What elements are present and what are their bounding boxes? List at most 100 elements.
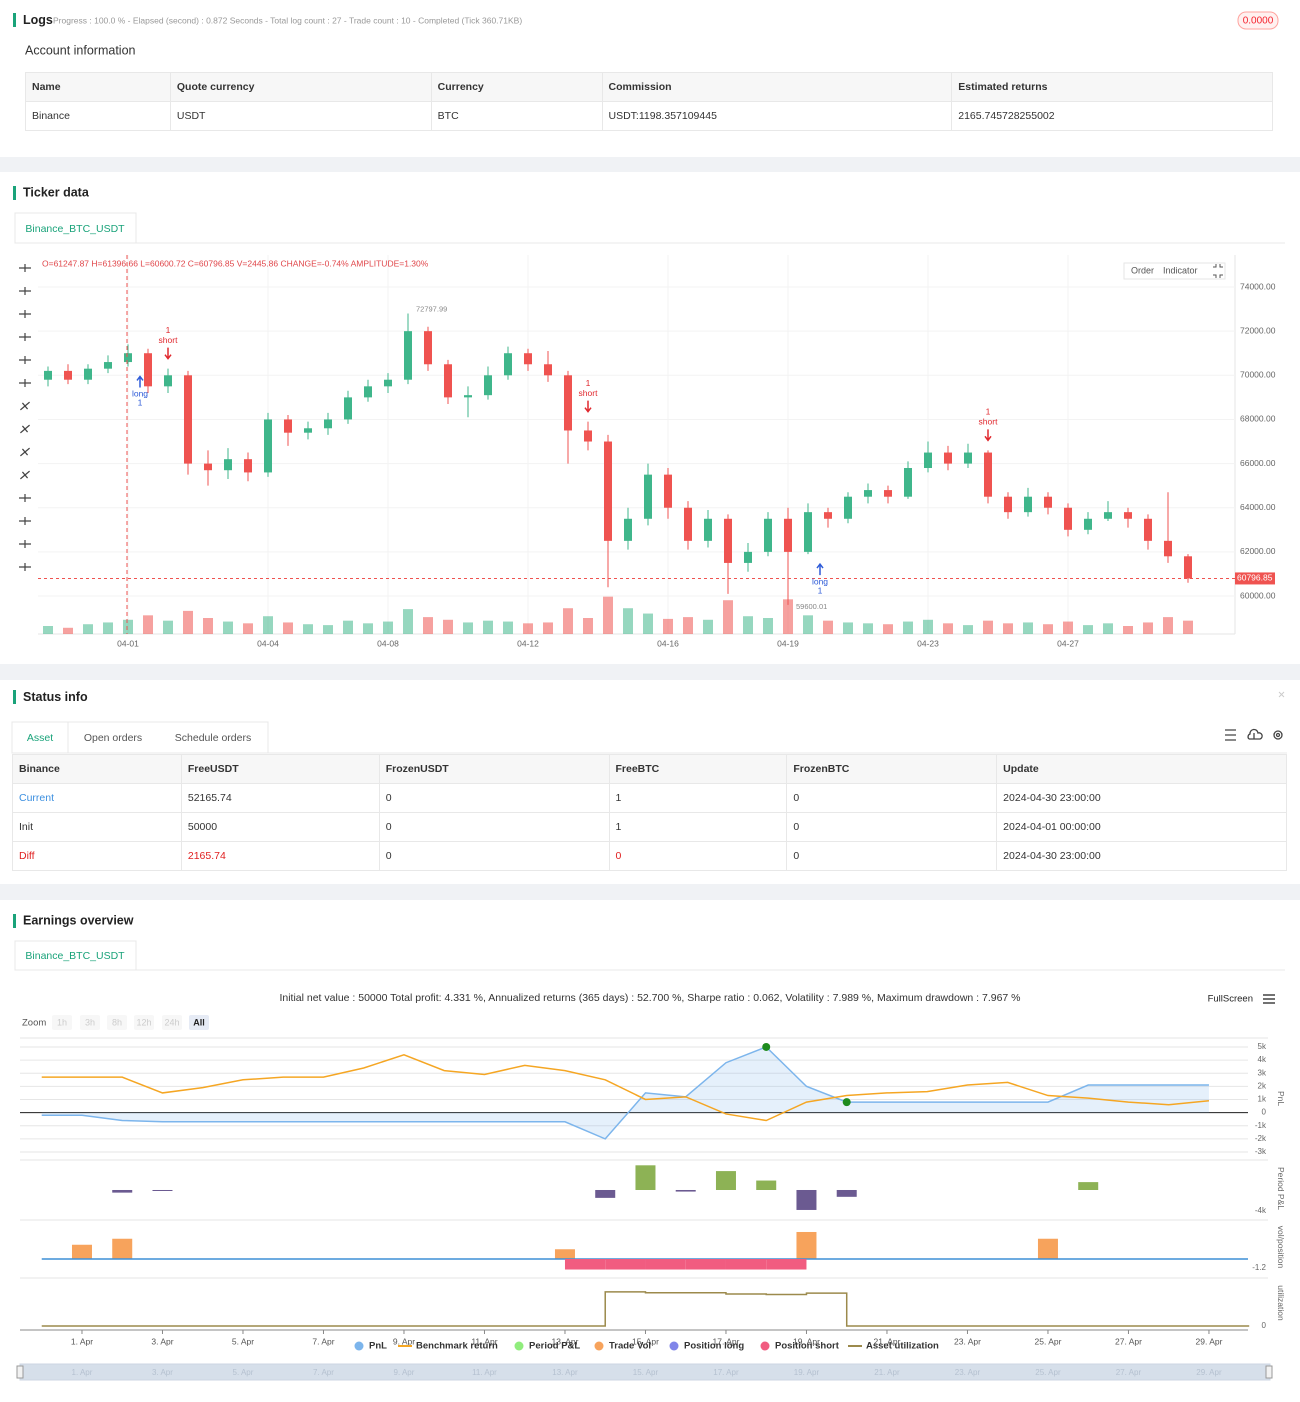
volume-bar — [1003, 623, 1013, 634]
candle-body — [684, 507, 692, 541]
candle-body — [344, 397, 352, 420]
drawing-tool[interactable] — [18, 399, 32, 413]
volume-bar — [343, 620, 353, 634]
legend-label[interactable]: PnL — [369, 1341, 387, 1352]
drawing-tool[interactable] — [19, 517, 31, 525]
signal-count: 1 — [818, 585, 823, 595]
candle-body — [564, 375, 572, 431]
y-tick-label: 64000.00 — [1240, 502, 1276, 512]
bar — [715, 1171, 736, 1190]
drawing-tool[interactable] — [18, 445, 32, 459]
zoom-button[interactable] — [189, 1015, 209, 1030]
volume-bar — [983, 620, 993, 634]
drawing-tool[interactable] — [19, 264, 31, 272]
tab[interactable] — [11, 721, 69, 754]
legend-label[interactable]: Position short — [775, 1341, 840, 1352]
candle-body — [64, 370, 72, 380]
fullscreen-button[interactable]: FullScreen — [1208, 994, 1253, 1005]
tab-label[interactable]: Schedule orders — [175, 732, 251, 744]
zoom-button-label[interactable]: 8h — [112, 1017, 122, 1027]
x-tick-label: 17. Apr — [713, 1336, 740, 1346]
candle-body — [864, 490, 872, 497]
legend-symbol[interactable] — [514, 1341, 524, 1351]
legend-label[interactable]: Trade Vol — [609, 1341, 651, 1352]
zoom-button-label[interactable]: 1h — [57, 1017, 67, 1027]
toolbar-icons[interactable] — [1225, 728, 1283, 741]
column-header: Commission — [601, 72, 953, 102]
volume-bar — [523, 623, 533, 634]
x-tick-label: 13. Apr — [552, 1336, 579, 1346]
table-cell: 2024-04-30 23:00:00 — [996, 841, 1287, 871]
menu-icon[interactable] — [1263, 994, 1275, 1004]
volume-bar — [603, 596, 613, 634]
volume-bar — [183, 610, 193, 634]
navigator-handle[interactable] — [1265, 1365, 1273, 1379]
tab-label[interactable]: Open orders — [84, 732, 142, 744]
y-tick-label: -4k — [1255, 1206, 1267, 1215]
fullscreen-icon[interactable] — [1213, 264, 1223, 278]
volume-bar — [423, 617, 433, 634]
zoom-button-label[interactable]: 3h — [85, 1017, 95, 1027]
table-cell: 52165.74 — [180, 783, 380, 813]
bar — [756, 1180, 777, 1190]
drawing-tool[interactable] — [19, 379, 31, 387]
legend-label[interactable]: Asset utilization — [866, 1341, 939, 1352]
navigator-label: 17. Apr — [713, 1368, 739, 1377]
zoom-button[interactable] — [107, 1015, 127, 1030]
section-marker — [13, 690, 16, 704]
table-cell: 2165.745728255002 — [951, 101, 1273, 131]
drawing-tool[interactable] — [19, 356, 31, 364]
candle-body — [224, 459, 232, 471]
legend-symbol[interactable] — [594, 1341, 604, 1351]
drawing-tool[interactable] — [19, 494, 31, 502]
x-tick-label: 04-08 — [377, 638, 399, 648]
candle-body — [124, 353, 132, 363]
candle-body — [984, 452, 992, 497]
signal-count: 1 — [586, 378, 591, 388]
volume-bar — [563, 608, 573, 634]
legend-symbol[interactable] — [354, 1341, 364, 1351]
volume-bar — [1043, 624, 1053, 634]
tab-label[interactable]: Asset — [27, 732, 53, 744]
chart-button[interactable]: Indicator — [1163, 265, 1198, 275]
zoom-button[interactable] — [162, 1015, 182, 1030]
zoom-button-label[interactable]: 24h — [164, 1017, 179, 1027]
legend-symbol[interactable] — [760, 1341, 770, 1351]
signal-count: 1 — [166, 325, 171, 335]
bar — [796, 1231, 817, 1260]
drawing-tool[interactable] — [19, 310, 31, 318]
drawing-tool[interactable] — [19, 563, 31, 571]
subsection-title: Account information — [25, 43, 136, 57]
candle-body — [944, 452, 952, 464]
tab-label[interactable]: Binance_BTC_USDT — [25, 223, 125, 235]
volume-bar — [143, 615, 153, 634]
drawing-tool[interactable] — [19, 287, 31, 295]
legend-label[interactable]: Benchmark return — [416, 1341, 498, 1352]
zoom-button[interactable] — [80, 1015, 100, 1030]
navigator-label: 23. Apr — [955, 1368, 981, 1377]
drawing-tool[interactable] — [18, 422, 32, 436]
navigator-handle[interactable] — [16, 1365, 24, 1379]
candle-body — [504, 353, 512, 376]
column-header: Update — [996, 754, 1287, 784]
zoom-button[interactable] — [52, 1015, 72, 1030]
tab[interactable] — [14, 940, 137, 971]
tab-label[interactable]: Binance_BTC_USDT — [25, 950, 125, 962]
volume-bar — [663, 618, 673, 634]
legend-label[interactable]: Position long — [684, 1341, 744, 1352]
volume-bar — [1143, 622, 1153, 634]
drawing-tool[interactable] — [19, 540, 31, 548]
chart-button[interactable]: Order — [1131, 265, 1154, 275]
table-cell: 2024-04-01 00:00:00 — [996, 812, 1287, 842]
zoom-button[interactable] — [134, 1015, 154, 1030]
collapse-icon[interactable] — [1278, 691, 1285, 698]
legend-symbol[interactable] — [669, 1341, 679, 1351]
zoom-button-label[interactable]: 12h — [136, 1017, 151, 1027]
drawing-tool[interactable] — [19, 333, 31, 341]
legend-label[interactable]: Period P&L — [529, 1341, 580, 1352]
table-cell: 1 — [608, 812, 788, 842]
drawing-tool[interactable] — [18, 468, 32, 482]
zoom-button-label[interactable]: All — [193, 1017, 205, 1027]
candle-body — [244, 459, 252, 473]
tab[interactable] — [14, 212, 137, 244]
